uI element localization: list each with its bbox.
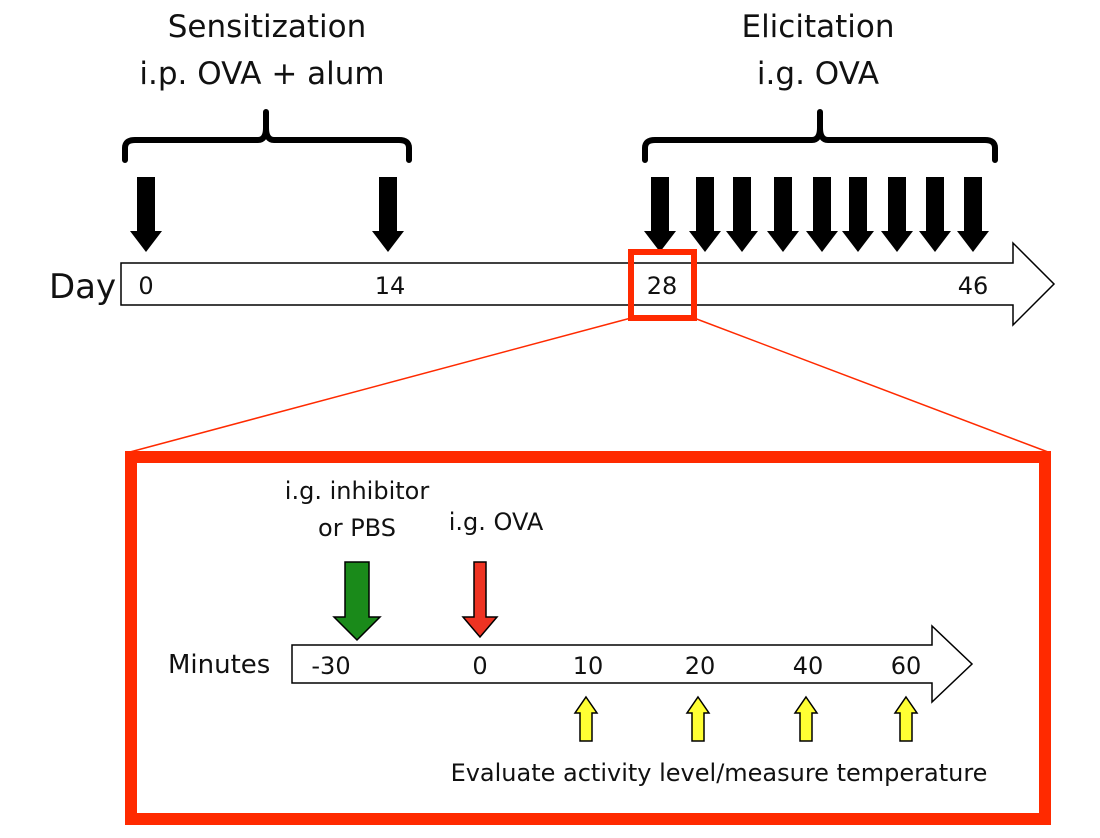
day-tick-28: 28 (647, 272, 678, 300)
elicitation-dose-arrow (767, 177, 799, 252)
minute-tick-40: 40 (793, 652, 824, 680)
elicitation-dose-arrow (919, 177, 951, 252)
day-axis-label: Day (49, 267, 116, 307)
evaluation-arrow (893, 695, 919, 742)
day-tick-46: 46 (958, 272, 989, 300)
elicitation-dose-arrow (806, 177, 838, 252)
inhibitor-arrow (332, 561, 382, 642)
inhibitor-label-line2: or PBS (318, 514, 396, 542)
day-timeline-arrow (120, 241, 1056, 327)
elicitation-brace (642, 109, 998, 163)
minute-tick-10: 10 (573, 652, 604, 680)
minute-tick-60: 60 (891, 652, 922, 680)
sensitization-dose-arrow (130, 177, 162, 252)
day-tick-0: 0 (138, 272, 153, 300)
elicitation-dose-arrow (644, 177, 676, 252)
day-tick-14: 14 (375, 272, 406, 300)
minute-tick-0: 0 (472, 652, 487, 680)
elicitation-title: Elicitation (741, 9, 894, 45)
elicitation-route: i.g. OVA (757, 56, 879, 92)
elicitation-dose-arrow (881, 177, 913, 252)
day-28-detail-panel (125, 451, 1051, 825)
elicitation-dose-arrow (957, 177, 989, 252)
day-28-highlight (628, 249, 697, 321)
ova-arrow (461, 561, 499, 639)
evaluation-arrow (573, 695, 599, 742)
ova-label: i.g. OVA (449, 508, 544, 536)
evaluation-arrow (793, 695, 819, 742)
zoom-line-right (693, 317, 1049, 453)
evaluate-label: Evaluate activity level/measure temperat… (451, 759, 988, 787)
dose-arrows (130, 177, 989, 252)
evaluation-arrows (573, 695, 919, 742)
elicitation-dose-arrow (842, 177, 874, 252)
sensitization-dose-arrow (372, 177, 404, 252)
minutes-timeline-arrow (291, 624, 974, 704)
sensitization-title: Sensitization (168, 9, 367, 45)
evaluation-arrow (685, 695, 711, 742)
zoom-line-left (129, 317, 632, 453)
minute-tick-20: 20 (685, 652, 716, 680)
sensitization-brace (122, 109, 412, 163)
inhibitor-label-line1: i.g. inhibitor (285, 477, 430, 505)
minute-tick-neg30: -30 (311, 652, 350, 680)
sensitization-route: i.p. OVA + alum (139, 56, 384, 92)
minutes-axis-label: Minutes (168, 650, 270, 680)
elicitation-dose-arrow (726, 177, 758, 252)
elicitation-dose-arrow (689, 177, 721, 252)
